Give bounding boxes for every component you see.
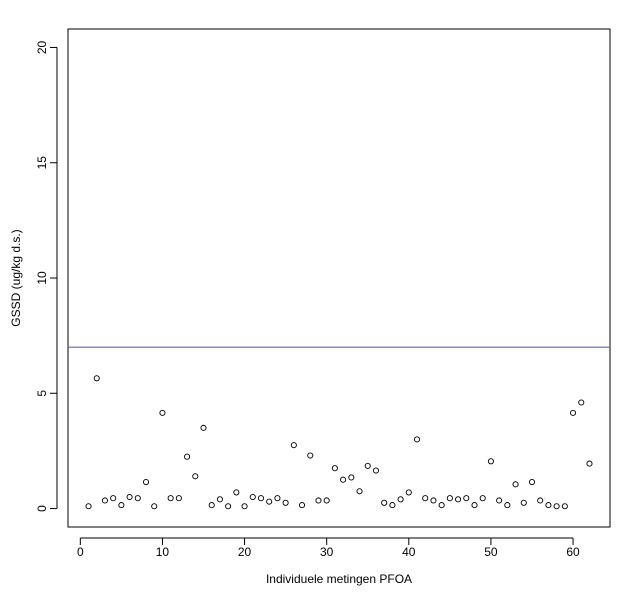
data-point <box>364 462 371 469</box>
data-point <box>528 478 536 486</box>
data-point <box>274 495 281 502</box>
data-point <box>422 495 429 502</box>
data-point <box>151 503 158 510</box>
data-point <box>356 488 363 495</box>
data-point <box>520 499 527 506</box>
data-point <box>405 489 412 496</box>
data-point <box>257 495 265 502</box>
data-point <box>487 458 494 465</box>
x-tick-label: 60 <box>566 545 580 559</box>
data-point <box>175 495 182 502</box>
data-point <box>323 497 330 504</box>
data-point <box>216 496 223 503</box>
data-point <box>85 503 92 510</box>
data-point <box>463 495 470 502</box>
x-tick-label: 10 <box>156 545 170 559</box>
x-tick-label: 50 <box>484 545 498 559</box>
x-tick-label: 30 <box>320 545 334 559</box>
y-tick-label: 20 <box>35 40 49 54</box>
data-point <box>471 502 478 509</box>
data-point <box>101 497 109 504</box>
data-point <box>249 493 256 501</box>
data-point <box>397 496 404 503</box>
data-point <box>545 502 552 509</box>
data-point <box>553 503 560 510</box>
data-point <box>331 465 338 472</box>
data-point <box>233 489 240 496</box>
data-point <box>455 496 462 503</box>
data-point <box>290 442 297 449</box>
data-point <box>512 481 519 488</box>
y-tick-label: 0 <box>35 505 49 512</box>
data-point <box>372 467 380 474</box>
data-point <box>134 495 141 502</box>
data-point <box>118 502 125 509</box>
y-axis-label: GSSD (ug/kg d.s.) <box>9 229 23 326</box>
data-point <box>167 495 174 502</box>
plot-frame <box>67 28 611 528</box>
data-point <box>537 497 544 504</box>
data-point <box>184 453 191 460</box>
data-point <box>413 436 421 443</box>
x-axis-label: Individuele metingen PFOA <box>266 572 412 586</box>
data-point <box>307 452 314 459</box>
data-point <box>438 502 445 509</box>
data-points <box>85 375 593 510</box>
data-point <box>315 497 322 504</box>
data-point <box>241 503 248 510</box>
data-point <box>282 499 289 506</box>
data-point <box>586 460 593 467</box>
data-point <box>126 493 133 501</box>
data-point <box>298 502 306 509</box>
x-tick-label: 20 <box>238 545 252 559</box>
data-point <box>446 495 453 502</box>
data-point <box>561 503 568 510</box>
data-point <box>348 474 355 481</box>
data-point <box>496 497 503 504</box>
data-point <box>110 495 117 502</box>
x-tick-label: 40 <box>402 545 416 559</box>
data-point <box>479 495 486 502</box>
data-point <box>93 375 100 382</box>
data-point <box>159 409 166 416</box>
data-point <box>504 502 511 509</box>
data-point <box>200 424 207 431</box>
y-tick-label: 15 <box>35 156 49 170</box>
data-point <box>192 473 199 480</box>
data-point <box>389 502 396 509</box>
data-point <box>578 399 585 406</box>
data-point <box>430 497 437 504</box>
data-point <box>340 476 347 483</box>
x-tick-label: 0 <box>77 545 84 559</box>
y-axis: 0 5 10 15 20 <box>35 40 58 512</box>
data-point <box>225 503 232 510</box>
data-point <box>142 478 150 486</box>
y-tick-label: 5 <box>35 390 49 397</box>
data-point <box>569 409 577 416</box>
data-point <box>381 499 388 506</box>
y-tick-label: 10 <box>35 271 49 285</box>
x-axis: 0 10 20 30 40 50 60 <box>77 537 580 559</box>
data-point <box>208 502 215 509</box>
data-point <box>266 498 273 505</box>
